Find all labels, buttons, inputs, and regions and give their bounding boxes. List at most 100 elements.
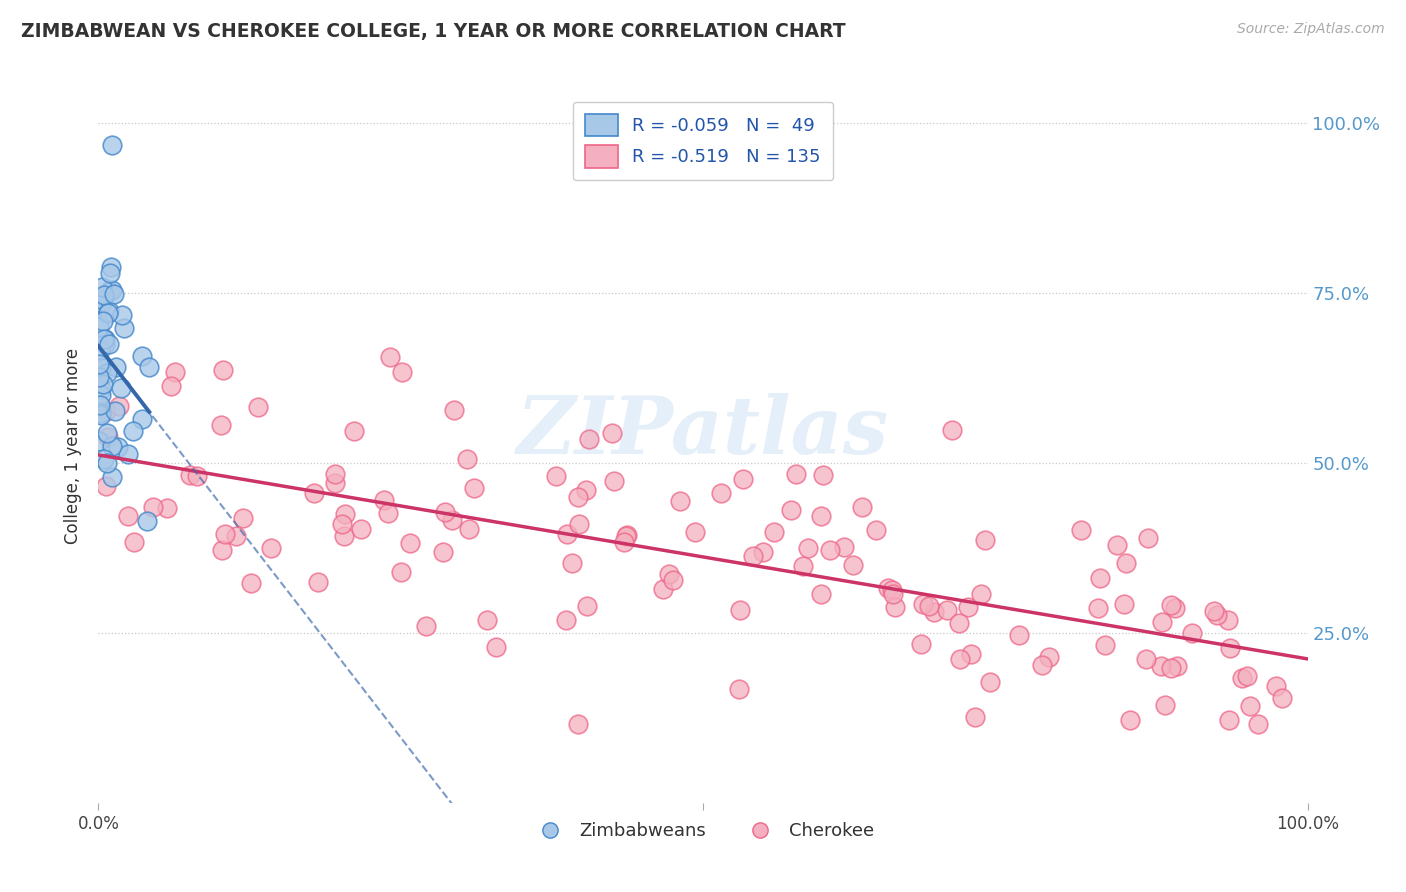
Point bbox=[792, 559, 814, 574]
Point bbox=[728, 682, 751, 697]
Point bbox=[441, 513, 464, 527]
Point bbox=[1088, 571, 1111, 585]
Point bbox=[910, 637, 932, 651]
Point bbox=[90, 280, 112, 294]
Point bbox=[842, 558, 865, 573]
Point bbox=[911, 597, 934, 611]
Point bbox=[1271, 691, 1294, 706]
Point bbox=[762, 525, 785, 540]
Point bbox=[90, 409, 112, 423]
Point bbox=[1105, 538, 1128, 552]
Point bbox=[93, 377, 115, 392]
Point bbox=[970, 587, 993, 601]
Point bbox=[378, 350, 401, 364]
Point bbox=[1115, 556, 1137, 570]
Point bbox=[603, 474, 626, 488]
Point bbox=[728, 603, 751, 617]
Point bbox=[90, 293, 112, 307]
Point bbox=[101, 138, 124, 153]
Point bbox=[104, 403, 127, 417]
Point bbox=[882, 587, 904, 601]
Point bbox=[1181, 626, 1204, 640]
Point bbox=[90, 295, 112, 310]
Point bbox=[669, 494, 692, 508]
Point bbox=[662, 573, 685, 587]
Point bbox=[1153, 698, 1175, 712]
Point bbox=[1031, 658, 1053, 673]
Point bbox=[1135, 652, 1157, 666]
Point bbox=[90, 388, 112, 402]
Point bbox=[89, 370, 111, 384]
Point bbox=[780, 503, 803, 517]
Point bbox=[1119, 713, 1142, 727]
Point bbox=[433, 505, 456, 519]
Point bbox=[98, 336, 121, 351]
Point bbox=[100, 469, 122, 483]
Point bbox=[96, 456, 118, 470]
Point bbox=[107, 440, 129, 454]
Point bbox=[813, 467, 835, 482]
Point bbox=[117, 446, 139, 460]
Point bbox=[443, 402, 465, 417]
Point bbox=[136, 514, 159, 528]
Point bbox=[1216, 613, 1239, 627]
Point bbox=[965, 710, 987, 724]
Point bbox=[959, 647, 981, 661]
Point bbox=[89, 343, 111, 357]
Point bbox=[1246, 716, 1268, 731]
Point bbox=[457, 522, 479, 536]
Point bbox=[323, 467, 346, 482]
Point bbox=[122, 535, 145, 549]
Point bbox=[918, 599, 941, 613]
Point bbox=[882, 583, 904, 598]
Point bbox=[131, 412, 153, 426]
Point bbox=[1236, 669, 1258, 683]
Point bbox=[796, 541, 818, 555]
Point bbox=[484, 640, 506, 654]
Point bbox=[1239, 699, 1261, 714]
Point bbox=[96, 367, 118, 381]
Point bbox=[93, 288, 115, 302]
Point bbox=[810, 586, 832, 600]
Point bbox=[475, 613, 498, 627]
Point bbox=[93, 452, 115, 467]
Point bbox=[94, 479, 117, 493]
Point bbox=[100, 439, 122, 453]
Point bbox=[89, 398, 111, 412]
Point bbox=[90, 406, 112, 420]
Point bbox=[333, 507, 356, 521]
Point bbox=[456, 451, 478, 466]
Point bbox=[1038, 649, 1060, 664]
Point bbox=[100, 260, 122, 274]
Point bbox=[616, 528, 638, 542]
Point bbox=[1160, 598, 1182, 612]
Text: Source: ZipAtlas.com: Source: ZipAtlas.com bbox=[1237, 22, 1385, 37]
Point bbox=[685, 525, 707, 540]
Point bbox=[752, 545, 775, 559]
Point bbox=[1204, 603, 1226, 617]
Point bbox=[544, 468, 567, 483]
Point bbox=[179, 467, 201, 482]
Point bbox=[350, 522, 373, 536]
Point bbox=[101, 283, 124, 297]
Point bbox=[211, 363, 233, 377]
Point bbox=[600, 425, 623, 440]
Point bbox=[851, 500, 873, 514]
Point bbox=[107, 399, 129, 413]
Point bbox=[186, 468, 208, 483]
Point bbox=[651, 582, 673, 596]
Point bbox=[658, 567, 681, 582]
Point bbox=[567, 490, 589, 504]
Point bbox=[742, 549, 765, 564]
Point bbox=[330, 516, 353, 531]
Point bbox=[156, 501, 179, 516]
Point bbox=[415, 619, 437, 633]
Text: ZIMBABWEAN VS CHEROKEE COLLEGE, 1 YEAR OR MORE CORRELATION CHART: ZIMBABWEAN VS CHEROKEE COLLEGE, 1 YEAR O… bbox=[21, 22, 846, 41]
Point bbox=[810, 508, 832, 523]
Point bbox=[391, 364, 413, 378]
Point bbox=[613, 535, 636, 549]
Point bbox=[935, 603, 957, 617]
Point bbox=[332, 529, 354, 543]
Point bbox=[555, 613, 578, 627]
Point bbox=[122, 425, 145, 439]
